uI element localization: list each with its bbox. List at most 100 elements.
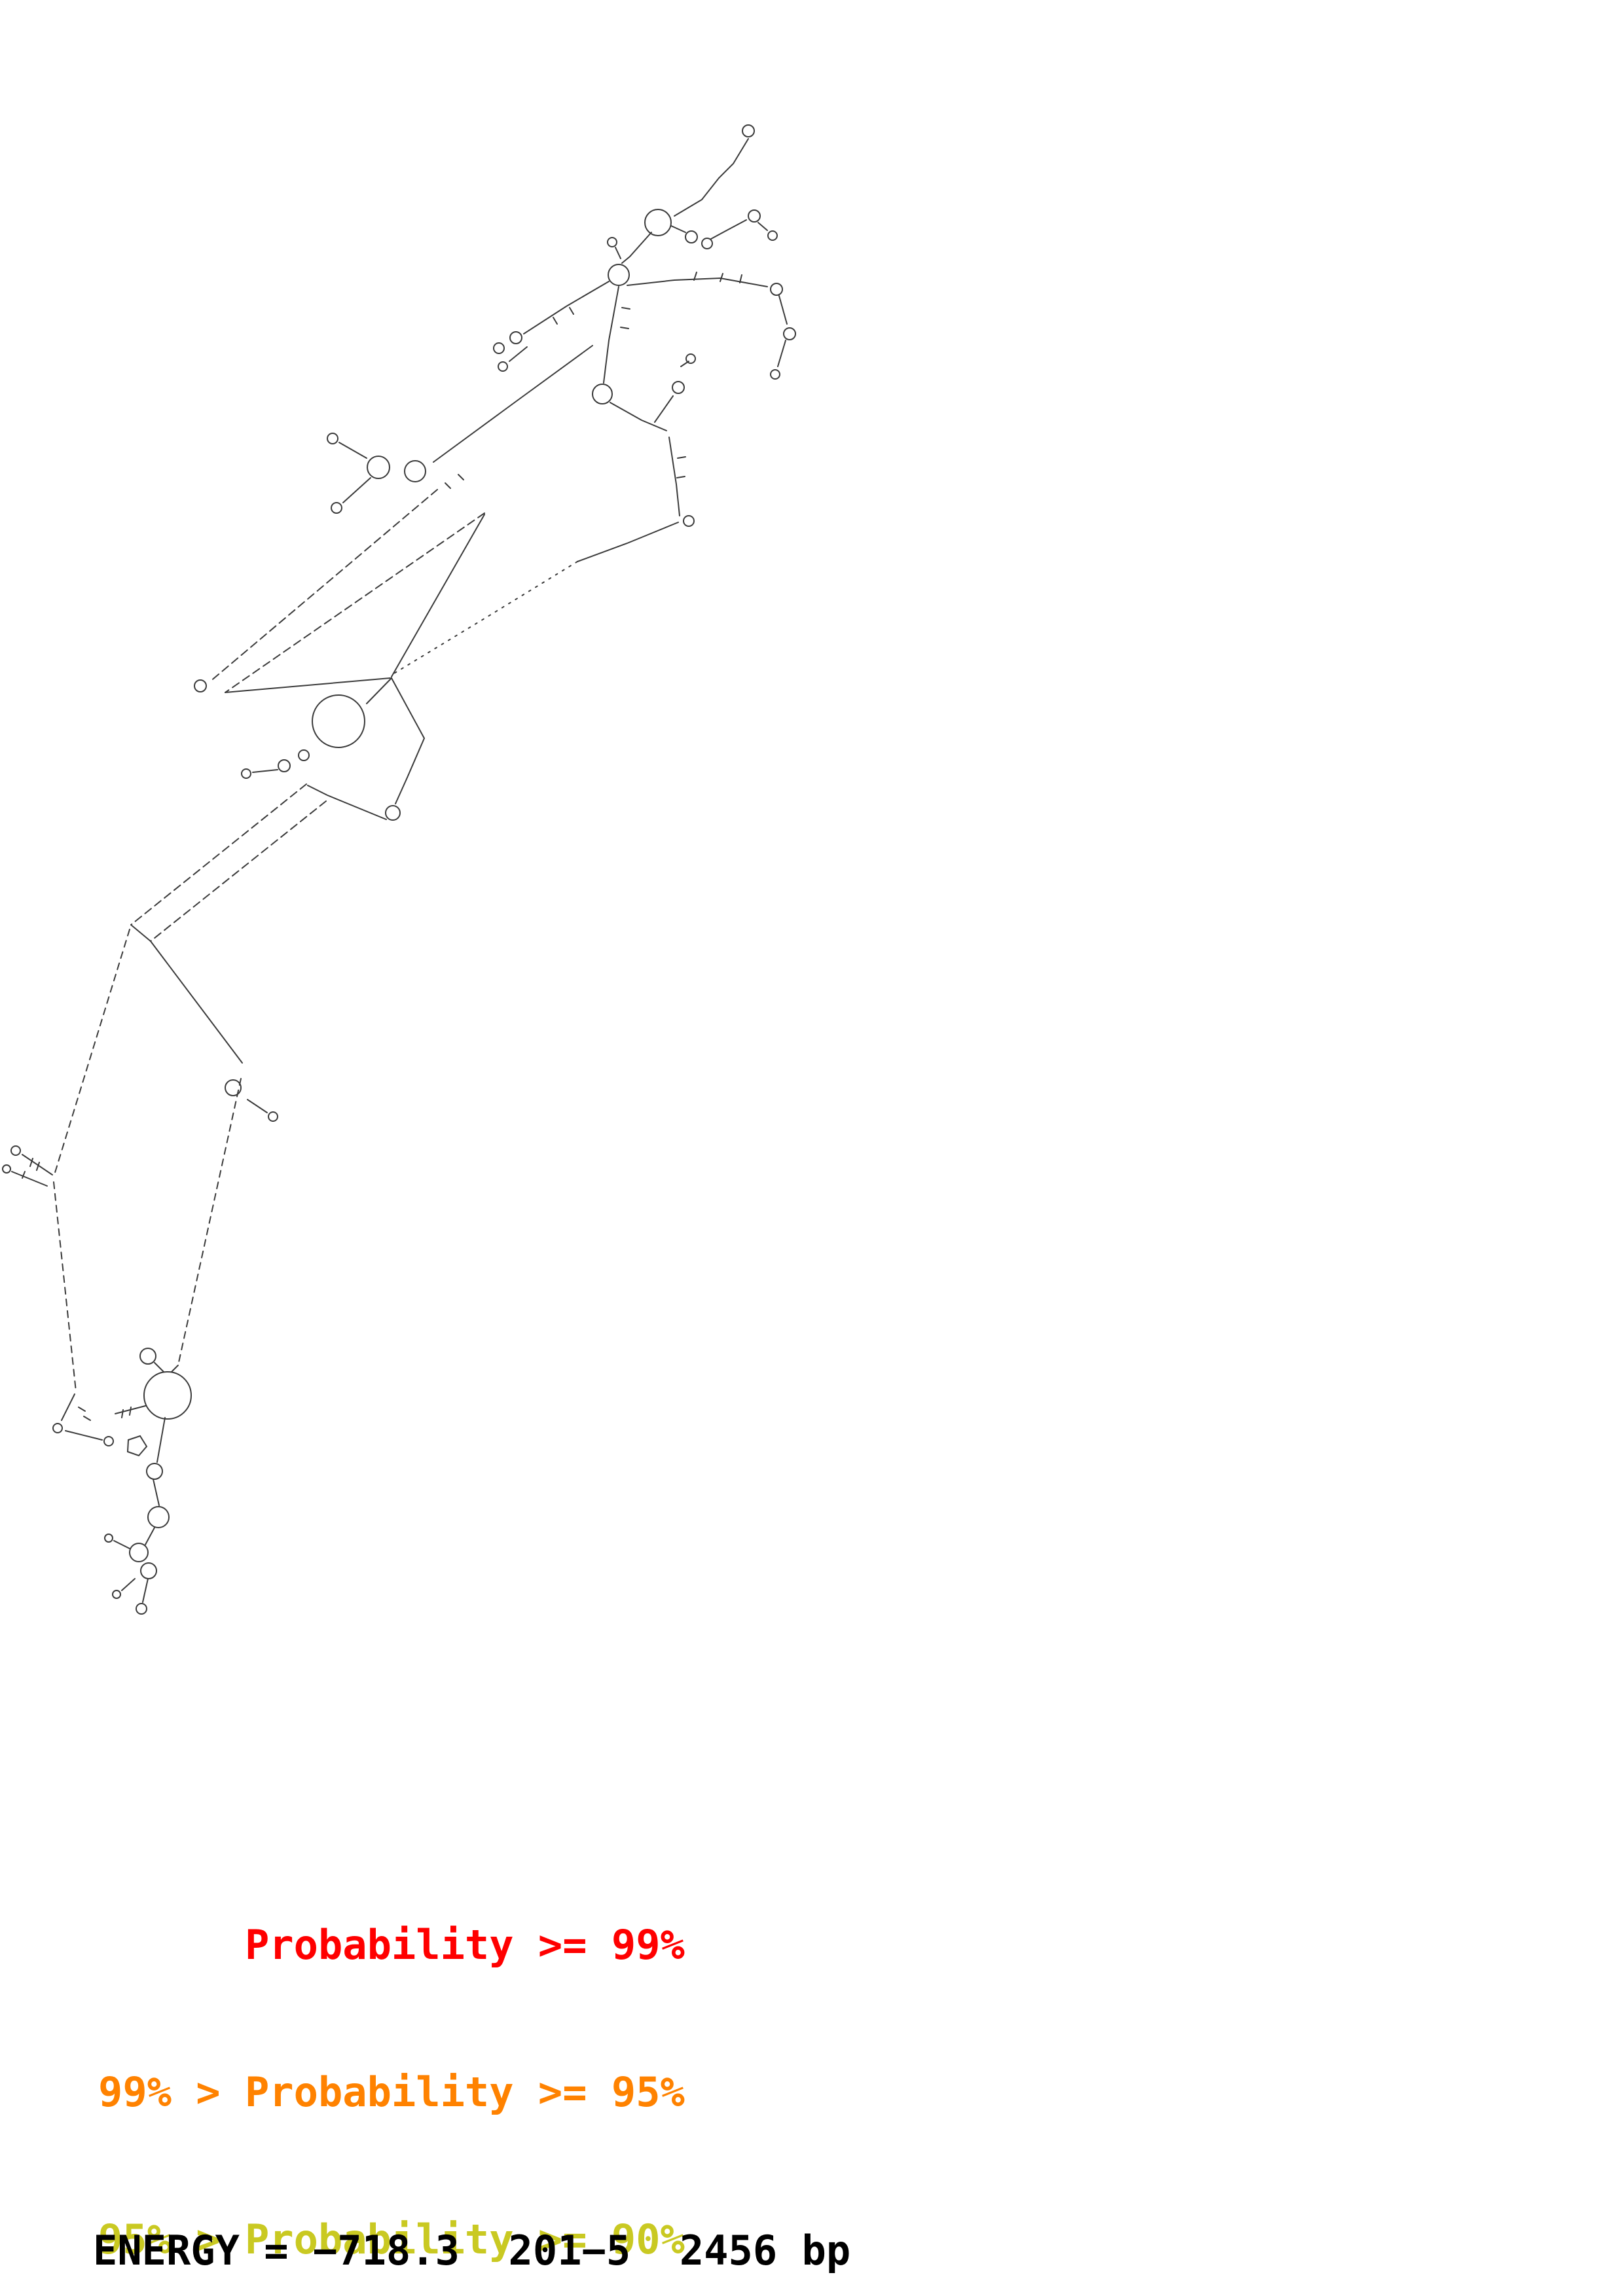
backbone	[61, 1393, 75, 1421]
loop	[312, 694, 365, 748]
helix-edge	[225, 512, 485, 693]
helix-edge	[130, 924, 151, 942]
loop	[493, 342, 505, 354]
backbone	[778, 295, 788, 325]
loop	[608, 264, 630, 286]
base-tick	[83, 1416, 91, 1421]
helix-edge	[150, 800, 327, 942]
loop	[241, 768, 251, 779]
backbone	[603, 286, 619, 384]
loop	[2, 1164, 11, 1174]
backbone	[11, 1171, 48, 1187]
loop	[367, 456, 390, 479]
backbone	[621, 232, 652, 264]
legend-entry: 95% > Probability >= 90%	[98, 2215, 685, 2263]
backbone	[171, 1365, 179, 1372]
base-tick	[553, 317, 558, 325]
backbone	[407, 738, 425, 778]
loop	[52, 1423, 63, 1433]
backbone	[22, 1154, 53, 1175]
backbone	[342, 477, 371, 503]
helix-edge	[225, 677, 391, 693]
loop	[268, 1111, 278, 1122]
loop	[327, 433, 338, 444]
backbone	[156, 1417, 166, 1463]
loop	[607, 237, 617, 247]
base-tick	[676, 476, 685, 478]
helix-edge	[130, 783, 307, 925]
backbone	[509, 346, 528, 362]
backbone	[366, 677, 392, 704]
legend-entry: 99% > Probability >= 95%	[98, 2068, 685, 2116]
base-tick	[29, 1158, 33, 1167]
base-tick	[445, 482, 451, 489]
loop	[685, 230, 698, 243]
loop	[748, 209, 761, 223]
loop	[146, 1463, 163, 1480]
helix-edge	[391, 514, 485, 677]
backbone	[710, 219, 747, 240]
base-tick	[693, 272, 697, 281]
probability-legend: Probability >= 99% 99% > Probability >= …	[98, 1822, 685, 2296]
loop	[136, 1603, 147, 1615]
loop	[509, 331, 522, 344]
legend-entry: Probability >= 99%	[98, 1921, 685, 1969]
base-tick	[22, 1171, 26, 1179]
loop	[592, 384, 613, 404]
helix-edge	[209, 489, 438, 683]
helix-edge	[53, 929, 130, 1177]
base-tick	[720, 273, 723, 282]
loop	[140, 1562, 157, 1579]
base-tick	[121, 1409, 124, 1418]
loop	[498, 361, 508, 372]
loop	[331, 502, 342, 514]
base-tick	[620, 327, 629, 329]
backbone	[395, 777, 408, 804]
loop	[278, 759, 291, 772]
backbone	[247, 1099, 268, 1113]
backbone	[142, 1578, 149, 1603]
helix-edge	[177, 1078, 242, 1366]
backbone	[668, 437, 680, 516]
backbone	[153, 1479, 160, 1506]
base-tick	[78, 1407, 86, 1412]
loop	[404, 460, 426, 482]
loop	[139, 1348, 156, 1365]
loop	[767, 230, 778, 241]
backbone	[307, 785, 387, 820]
base-tick	[569, 307, 574, 315]
loop	[10, 1145, 21, 1156]
loop	[298, 749, 310, 761]
loop	[112, 1590, 121, 1599]
loop	[385, 805, 401, 821]
loop	[143, 1371, 192, 1420]
backbone	[338, 442, 367, 459]
backbone	[627, 277, 768, 287]
backbone	[670, 225, 686, 233]
base-tick	[36, 1162, 40, 1171]
backbone	[577, 522, 679, 562]
backbone	[680, 361, 689, 367]
loop	[742, 124, 755, 137]
backbone	[113, 1540, 130, 1549]
backbone	[777, 340, 786, 367]
backbone	[65, 1430, 103, 1441]
base-tick	[677, 456, 686, 459]
base-tick	[458, 474, 464, 480]
loop	[770, 369, 780, 380]
loop	[672, 381, 685, 394]
loop	[225, 1079, 242, 1096]
backbone	[252, 769, 278, 773]
backbone	[145, 1527, 155, 1545]
backbone	[433, 345, 593, 463]
base-tick	[621, 307, 630, 310]
base-tick	[739, 274, 742, 283]
backbone	[154, 1362, 164, 1372]
backbone	[757, 222, 768, 231]
backbone	[392, 561, 578, 675]
loop	[783, 327, 796, 340]
loop	[103, 1436, 114, 1446]
helix-edge	[53, 1181, 77, 1392]
backbone	[610, 402, 667, 431]
